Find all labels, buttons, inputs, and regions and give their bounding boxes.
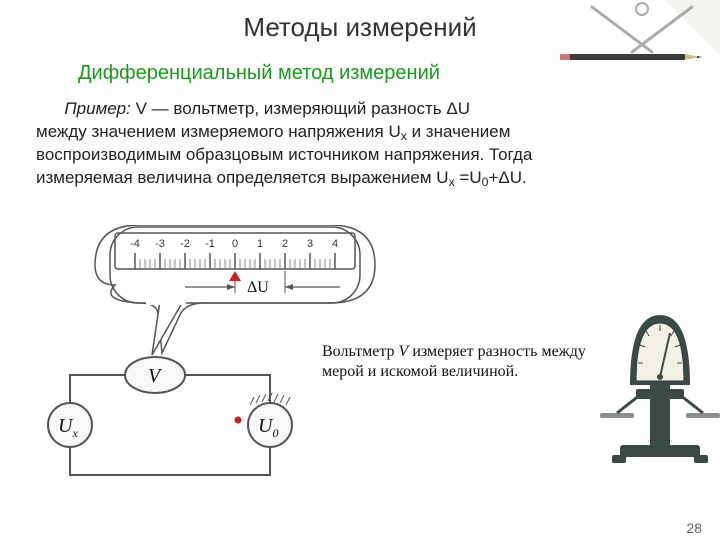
figure-caption: Вольтметр V измеряет разность между меро…: [322, 342, 592, 382]
callout-bubble: [95, 225, 375, 353]
compass-decoration: [582, 2, 702, 57]
slide: { "title": "Методы измерений", "subtitle…: [0, 0, 720, 540]
red-marker-icon: [235, 417, 242, 424]
circuit-diagram: V Ux U0: [48, 357, 292, 475]
slide-number: 28: [686, 520, 702, 536]
pencil-decoration: [560, 52, 710, 62]
weighing-scale-image: [600, 295, 720, 465]
example-label: Пример:: [64, 99, 131, 118]
section-subtitle: Дифференциальный метод измерений: [78, 62, 440, 85]
example-paragraph: Пример: V — вольтметр, измеряющий разнос…: [36, 98, 676, 190]
